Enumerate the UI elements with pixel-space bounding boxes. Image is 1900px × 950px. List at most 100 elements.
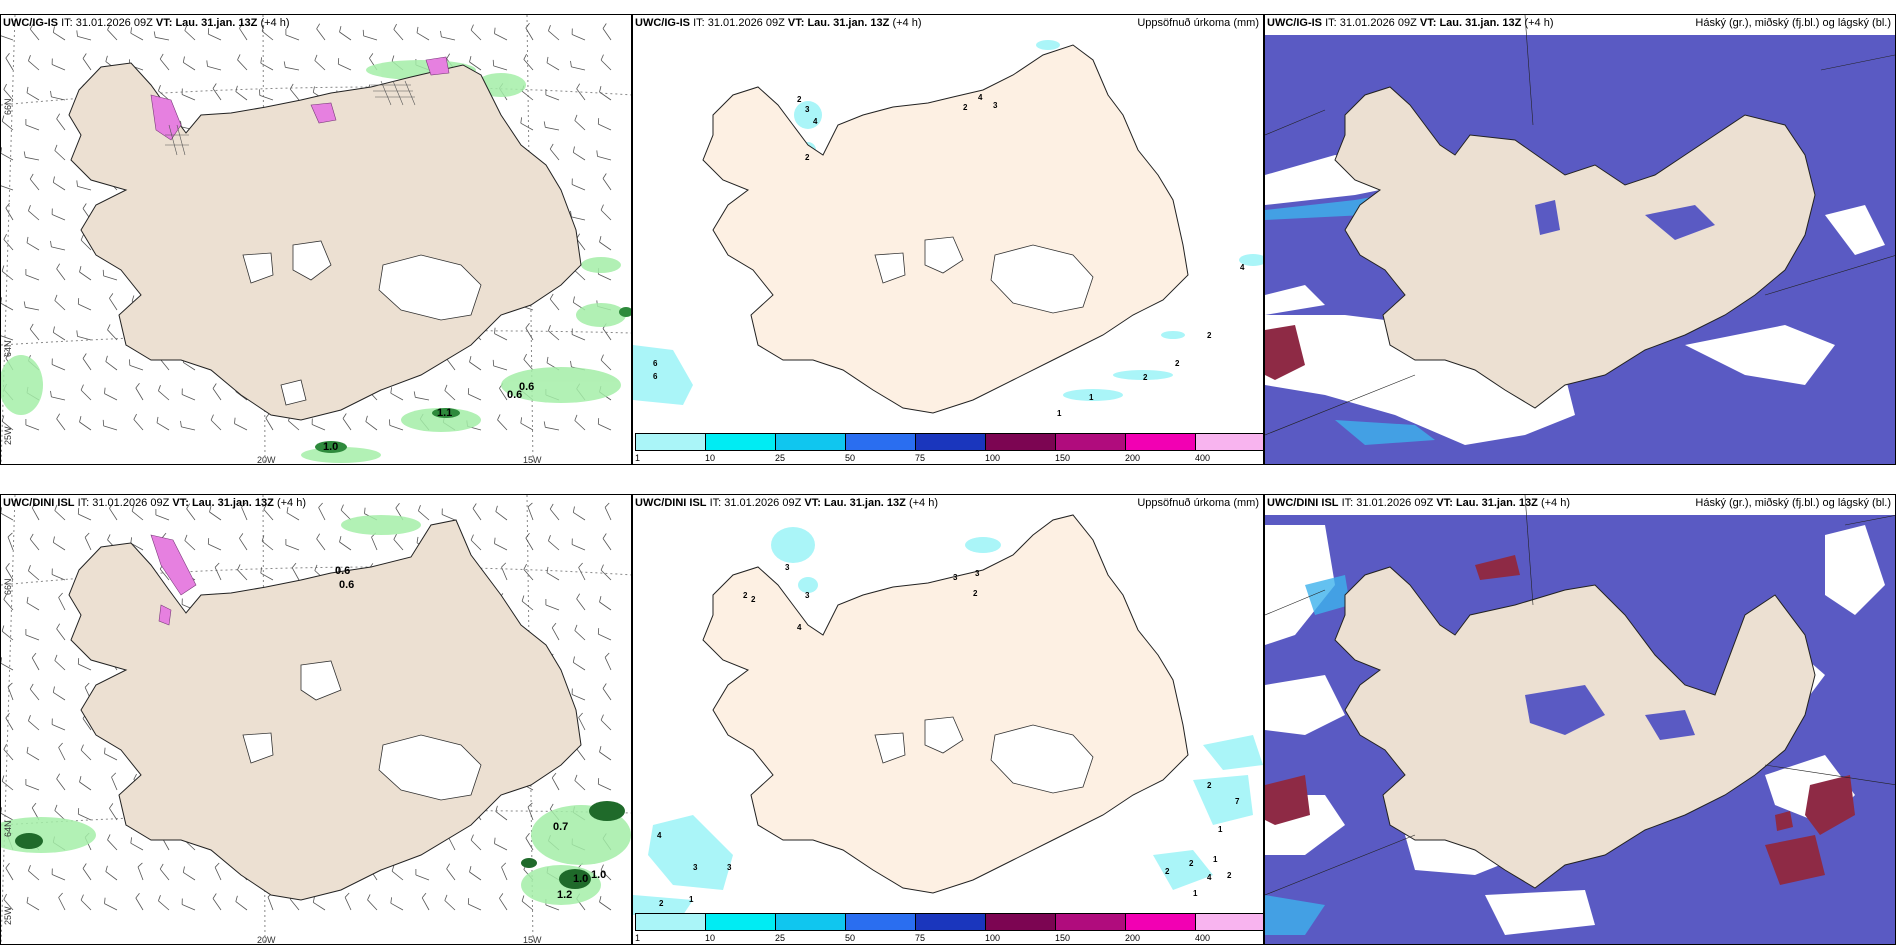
wind-barb xyxy=(495,811,508,821)
wind-barb xyxy=(421,897,430,911)
colorbar-tick: 75 xyxy=(915,933,926,943)
precip-colorbar: 1 10 25 50 75 100 150 200 400 xyxy=(635,433,1263,463)
precip-patches xyxy=(633,527,1263,915)
wind-barb-flag xyxy=(494,327,496,334)
wind-barb-flag xyxy=(527,502,533,508)
wind-barb xyxy=(520,422,534,431)
wind-barb-flag xyxy=(56,623,61,630)
wind-barb xyxy=(58,747,66,761)
wind-barb xyxy=(1,35,14,41)
wind-barb xyxy=(525,537,534,551)
wind-barb xyxy=(5,567,14,581)
wind-barb xyxy=(259,95,274,101)
wind-barb xyxy=(155,36,170,41)
wind-barb xyxy=(80,239,92,251)
wind-barb-flag xyxy=(494,837,496,844)
wind-barb xyxy=(494,33,508,41)
wind-barb xyxy=(1,512,14,521)
wind-barb-flag xyxy=(161,532,167,539)
wind-barb-flag xyxy=(596,150,598,157)
wind-barb-flag xyxy=(158,895,161,901)
colorbar-cell: 75 xyxy=(915,433,986,463)
wind-barb xyxy=(602,538,612,551)
wind-barb xyxy=(523,59,534,71)
wind-barb-flag xyxy=(105,55,108,62)
wind-barb xyxy=(1,630,14,641)
colorbar-tick: 200 xyxy=(1125,933,1141,943)
colorbar-tick: 50 xyxy=(845,933,856,943)
wind-barb xyxy=(548,330,560,341)
wind-barb-flag xyxy=(5,203,10,209)
wind-barb xyxy=(468,903,482,911)
wind-barb xyxy=(208,543,222,551)
colorbar-tick: 150 xyxy=(1055,933,1071,943)
wind-barb-flag xyxy=(390,387,392,394)
lon-label: 20W xyxy=(257,935,276,945)
wind-barb xyxy=(107,29,118,41)
map-title: Uppsöfnuð úrkoma (mm) xyxy=(1137,17,1259,29)
vt-label: VT: xyxy=(155,17,173,29)
wind-barb xyxy=(444,900,456,911)
wind-barb-flag xyxy=(525,323,530,329)
wind-barb-flag xyxy=(523,563,527,570)
wind-barb-flag xyxy=(80,894,84,901)
wind-barb-flag xyxy=(206,60,208,67)
wind-barb xyxy=(54,810,66,821)
wind-barb xyxy=(549,298,560,311)
wind-map-top xyxy=(1,15,631,464)
colorbar-tick: 400 xyxy=(1195,933,1211,943)
wind-barb xyxy=(131,510,144,521)
wind-barb-flag xyxy=(241,502,247,508)
colorbar-cell: 25 xyxy=(775,433,846,463)
wind-barb xyxy=(521,90,534,101)
wind-barb xyxy=(527,806,534,821)
wind-barb xyxy=(56,268,66,281)
wind-barb xyxy=(521,900,534,911)
wind-barb xyxy=(602,688,612,701)
colorbar-tick: 100 xyxy=(985,933,1001,943)
precip-value: 3 xyxy=(693,863,698,872)
wind-barb-flag xyxy=(469,56,472,63)
wind-barb-flag xyxy=(551,622,557,629)
wind-barb-flag xyxy=(50,90,52,97)
wind-barb xyxy=(470,29,482,41)
wind-barb xyxy=(338,63,352,71)
wind-barb-flag xyxy=(312,86,315,93)
wind-barb xyxy=(545,604,560,611)
wind-barb-flag xyxy=(599,746,602,753)
wind-barb xyxy=(53,692,66,701)
wind-barb xyxy=(285,544,300,551)
wind-barb xyxy=(545,904,560,911)
wind-barb-flag xyxy=(28,55,31,61)
wind-barb-flag xyxy=(497,414,501,420)
wind-barb xyxy=(212,88,222,101)
wind-value: 1.0 xyxy=(573,873,589,885)
wind-barb xyxy=(448,837,456,851)
wind-barb xyxy=(31,657,40,671)
colorbar-tick: 10 xyxy=(705,453,716,463)
wind-barb-flag xyxy=(54,804,58,811)
wind-barb-flag xyxy=(1,625,5,632)
wind-barb-flag xyxy=(29,683,34,690)
wind-barb-flag xyxy=(548,325,551,331)
wind-barb-flag xyxy=(600,864,604,871)
wind-barb xyxy=(181,94,196,101)
wind-barb xyxy=(159,358,170,371)
wind-barb xyxy=(79,421,92,431)
wind-barb-flag xyxy=(135,893,140,899)
wind-barb-flag xyxy=(131,505,135,512)
precip-value: 2 xyxy=(1189,859,1194,868)
wind-barb-flag xyxy=(159,863,164,870)
wind-barb xyxy=(105,871,118,881)
wind-barb xyxy=(3,749,14,761)
wind-barb xyxy=(415,874,430,881)
wind-barb xyxy=(53,542,66,551)
wind-barb-flag xyxy=(80,744,84,751)
vt-label: VT: xyxy=(1436,497,1453,509)
wind-barb xyxy=(56,418,66,431)
wind-barb-flag xyxy=(3,233,7,240)
precip-value: 2 xyxy=(963,103,968,112)
wind-barb xyxy=(207,66,222,71)
colorbar-tick: 75 xyxy=(915,453,926,463)
glaciers xyxy=(874,236,1094,314)
